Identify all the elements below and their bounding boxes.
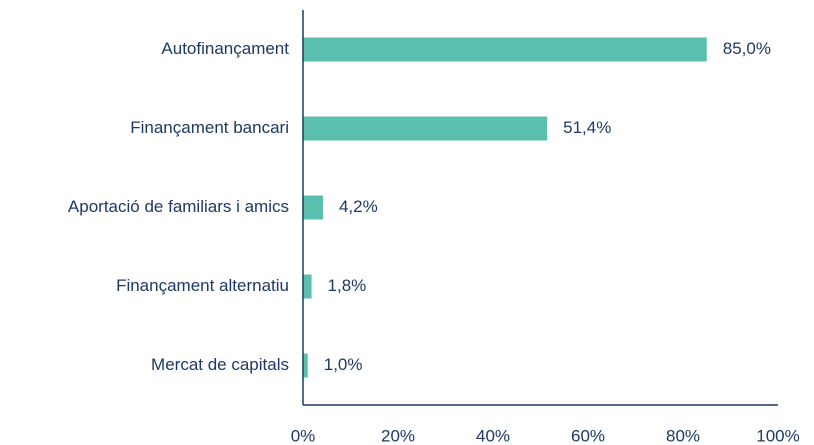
y-tick-label: Finançament alternatiu bbox=[116, 276, 289, 295]
value-label: 85,0% bbox=[723, 39, 771, 58]
x-tick-label: 80% bbox=[666, 426, 700, 445]
value-label: 51,4% bbox=[563, 118, 611, 137]
value-label: 1,8% bbox=[328, 276, 367, 295]
bar bbox=[303, 353, 308, 378]
bar bbox=[303, 116, 548, 141]
y-tick-label: Aportació de familiars i amics bbox=[68, 197, 289, 216]
bar bbox=[303, 195, 323, 220]
bar bbox=[303, 37, 707, 62]
y-tick-label: Autofinançament bbox=[161, 39, 289, 58]
y-tick-label: Mercat de capitals bbox=[151, 355, 289, 374]
value-label: 1,0% bbox=[324, 355, 363, 374]
x-tick-label: 0% bbox=[291, 426, 316, 445]
x-tick-label: 60% bbox=[571, 426, 605, 445]
y-tick-label: Finançament bancari bbox=[130, 118, 289, 137]
x-tick-label: 20% bbox=[381, 426, 415, 445]
x-tick-label: 40% bbox=[476, 426, 510, 445]
x-tick-label: 100% bbox=[756, 426, 799, 445]
value-label: 4,2% bbox=[339, 197, 378, 216]
bar bbox=[303, 274, 312, 299]
